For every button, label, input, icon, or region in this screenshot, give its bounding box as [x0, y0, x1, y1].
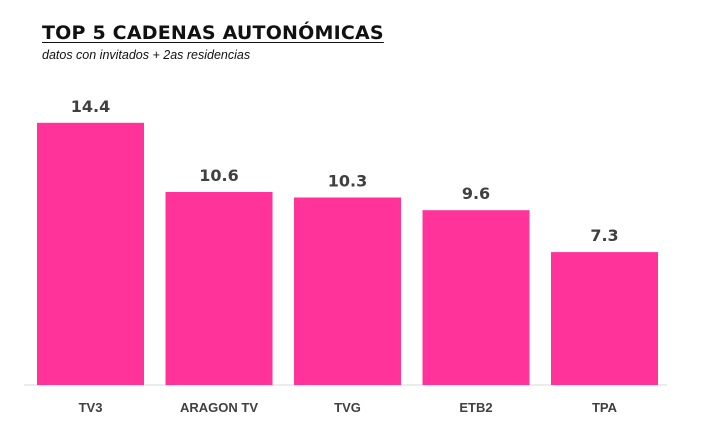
data-label: 7.3 [590, 226, 618, 245]
bar-tv3 [37, 122, 144, 386]
chart-title: TOP 5 CADENAS AUTONÓMICAS [42, 22, 384, 44]
x-tick-label: ARAGON TV [180, 400, 258, 415]
data-label: 14.4 [71, 97, 110, 116]
x-tick-label: TVG [334, 400, 361, 415]
chart-subtitle: datos con invitados + 2as residencias [42, 48, 251, 62]
bar-aragon-tv [165, 192, 273, 385]
data-label: 10.6 [199, 166, 238, 185]
data-label: 10.3 [328, 172, 367, 191]
bar-tvg [294, 197, 401, 385]
x-tick-label: ETB2 [459, 400, 492, 415]
data-label: 9.6 [462, 184, 490, 203]
bar-tpa [551, 252, 658, 385]
x-tick-label: TPA [592, 400, 618, 415]
x-tick-label: TV3 [79, 400, 103, 415]
bar-etb2 [422, 210, 530, 385]
